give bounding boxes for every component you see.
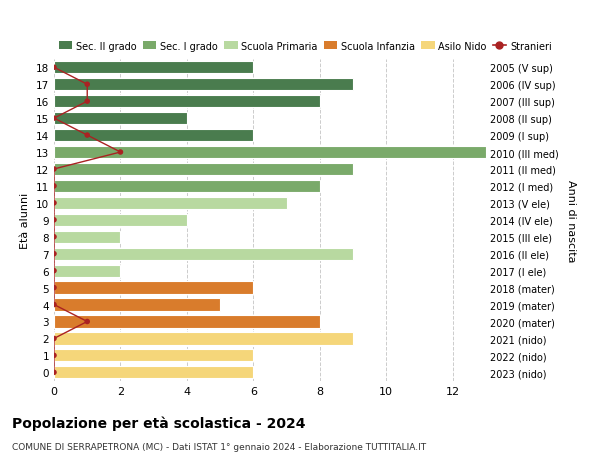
Bar	[54, 265, 121, 277]
Point	[82, 132, 92, 140]
Point	[49, 369, 59, 376]
Point	[49, 217, 59, 224]
Bar	[54, 299, 220, 311]
Point	[49, 268, 59, 275]
Point	[49, 284, 59, 291]
Point	[49, 301, 59, 308]
Text: Popolazione per età scolastica - 2024: Popolazione per età scolastica - 2024	[12, 415, 305, 430]
Bar	[54, 79, 353, 91]
Bar	[54, 366, 253, 379]
Point	[82, 81, 92, 89]
Y-axis label: Anni di nascita: Anni di nascita	[566, 179, 575, 262]
Bar	[54, 197, 287, 209]
Bar	[54, 62, 253, 74]
Text: COMUNE DI SERRAPETRONA (MC) - Dati ISTAT 1° gennaio 2024 - Elaborazione TUTTITAL: COMUNE DI SERRAPETRONA (MC) - Dati ISTAT…	[12, 442, 426, 451]
Bar	[54, 231, 121, 243]
Bar	[54, 316, 320, 328]
Y-axis label: Età alunni: Età alunni	[20, 192, 31, 248]
Bar	[54, 333, 353, 345]
Point	[82, 318, 92, 325]
Bar	[54, 163, 353, 176]
Point	[49, 335, 59, 342]
Bar	[54, 349, 253, 362]
Point	[49, 251, 59, 258]
Bar	[54, 130, 253, 142]
Point	[49, 200, 59, 207]
Legend: Sec. II grado, Sec. I grado, Scuola Primaria, Scuola Infanzia, Asilo Nido, Stran: Sec. II grado, Sec. I grado, Scuola Prim…	[59, 42, 552, 51]
Point	[49, 352, 59, 359]
Bar	[54, 96, 320, 108]
Bar	[54, 180, 320, 193]
Bar	[54, 113, 187, 125]
Point	[82, 98, 92, 106]
Point	[49, 183, 59, 190]
Point	[49, 234, 59, 241]
Point	[49, 166, 59, 173]
Bar	[54, 282, 253, 294]
Point	[49, 115, 59, 123]
Point	[49, 64, 59, 72]
Bar	[54, 248, 353, 260]
Bar	[54, 146, 486, 159]
Bar	[54, 214, 187, 226]
Point	[116, 149, 125, 157]
